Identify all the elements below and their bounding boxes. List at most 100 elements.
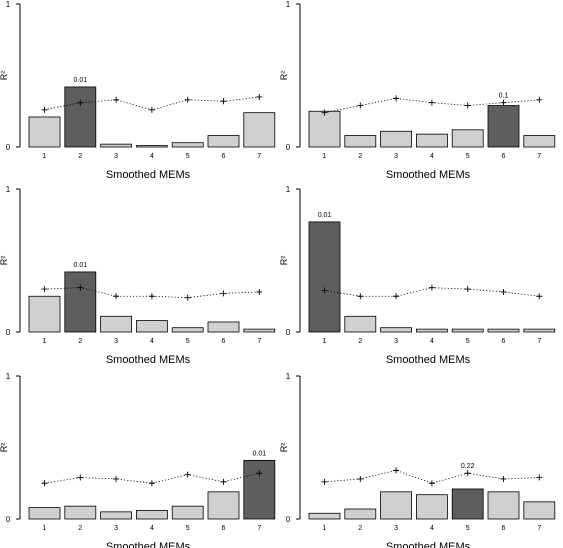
x-tick-label: 2 (78, 153, 82, 160)
bar (487, 491, 520, 520)
bar (344, 508, 377, 520)
threshold-point (220, 98, 227, 105)
y-tick-label: 1 (6, 185, 11, 194)
bar (380, 130, 413, 148)
threshold-point (321, 478, 328, 485)
x-tick-label: 1 (323, 525, 327, 532)
threshold-point (256, 470, 263, 477)
x-tick-label: 4 (430, 153, 434, 160)
chart-panel-4: 0 1 R² 1 2 3 4 5 6 7 0.01 Smoothed MEMs (279, 185, 556, 366)
x-tick-label: 3 (114, 338, 118, 345)
threshold-point (184, 96, 191, 103)
x-tick-label: 4 (430, 525, 434, 532)
x-tick-label: 2 (358, 338, 362, 345)
threshold-point (77, 99, 84, 106)
bar (100, 511, 132, 520)
bar (207, 491, 240, 520)
p-value-annotation: 0.1 (499, 93, 509, 100)
threshold-point (256, 93, 263, 100)
threshold-point (464, 286, 471, 293)
x-tick-label: 5 (466, 153, 470, 160)
threshold-point (393, 467, 400, 474)
x-tick-label: 4 (430, 338, 434, 345)
bar (308, 512, 341, 520)
bar (523, 135, 556, 148)
x-axis-label: Smoothed MEMs (106, 541, 191, 548)
x-axis-label: Smoothed MEMs (386, 541, 471, 548)
threshold-point (184, 294, 191, 301)
p-value-annotation: 0.01 (73, 262, 87, 269)
x-tick-label: 4 (150, 153, 154, 160)
y-tick-label: 0 (286, 328, 291, 337)
bar (135, 145, 168, 148)
x-tick-label: 6 (502, 338, 506, 345)
threshold-point (220, 290, 227, 297)
threshold-point (113, 475, 120, 482)
chart-panel-3: 0 1 R² 1 2 3 4 5 6 7 0.01 Smoothed MEMs (0, 185, 276, 366)
threshold-point (148, 480, 155, 487)
p-value-annotation: 0.22 (461, 463, 475, 470)
bar (28, 295, 61, 333)
x-tick-label: 5 (466, 338, 470, 345)
bar (451, 328, 484, 333)
x-tick-label: 6 (222, 525, 226, 532)
threshold-point (184, 471, 191, 478)
x-tick-label: 3 (394, 153, 398, 160)
x-tick-label: 2 (358, 525, 362, 532)
threshold-point (357, 475, 364, 482)
chart-panel-6: 0 1 R² 1 2 3 4 5 6 7 0.22 Smoothed MEMs (279, 372, 556, 548)
bar (243, 112, 276, 148)
threshold-point (428, 284, 435, 291)
bar (28, 507, 61, 520)
x-tick-label: 1 (43, 153, 47, 160)
bar (380, 491, 413, 520)
bar (415, 328, 448, 333)
x-tick-label: 3 (394, 338, 398, 345)
x-tick-label: 1 (43, 338, 47, 345)
chart-panel-1: 0 1 R² 1 2 3 4 5 6 7 0.01 Smoothed MEMs (0, 0, 276, 181)
threshold-point (464, 102, 471, 109)
threshold-point (536, 474, 543, 481)
x-tick-label: 7 (257, 153, 261, 160)
x-tick-label: 3 (394, 525, 398, 532)
bar (135, 320, 168, 333)
bar (415, 494, 448, 520)
y-tick-label: 1 (286, 0, 291, 9)
threshold-point (41, 480, 48, 487)
threshold-point (393, 293, 400, 300)
threshold-point (536, 96, 543, 103)
x-tick-label: 6 (222, 153, 226, 160)
bar-highlighted (487, 105, 520, 148)
chart-panel-2: 0 1 R² 1 2 3 4 5 6 7 0.1 Smoothed MEMs (279, 0, 556, 181)
threshold-point (77, 284, 84, 291)
bar (451, 129, 484, 148)
x-tick-label: 6 (502, 153, 506, 160)
x-tick-label: 7 (257, 525, 261, 532)
bar (100, 315, 132, 333)
p-value-annotation: 0.01 (252, 450, 266, 457)
x-axis-label: Smoothed MEMs (386, 169, 471, 181)
threshold-point (321, 109, 328, 116)
y-tick-label: 0 (6, 328, 11, 337)
x-tick-label: 5 (186, 153, 190, 160)
bar (487, 328, 520, 333)
bar (344, 135, 377, 148)
bar-highlighted (451, 488, 484, 520)
y-axis-label: R² (0, 71, 9, 81)
threshold-point (41, 286, 48, 293)
bar (100, 143, 132, 148)
y-axis-label: R² (279, 443, 289, 453)
x-tick-label: 6 (222, 338, 226, 345)
x-tick-label: 3 (114, 153, 118, 160)
y-tick-label: 0 (6, 143, 11, 152)
threshold-point (428, 480, 435, 487)
bar (135, 510, 168, 520)
threshold-point (113, 96, 120, 103)
bar (243, 328, 276, 333)
bar (28, 116, 61, 148)
y-tick-label: 1 (6, 372, 11, 381)
bar-highlighted (64, 86, 97, 148)
threshold-point (500, 475, 507, 482)
threshold-point (500, 288, 507, 295)
